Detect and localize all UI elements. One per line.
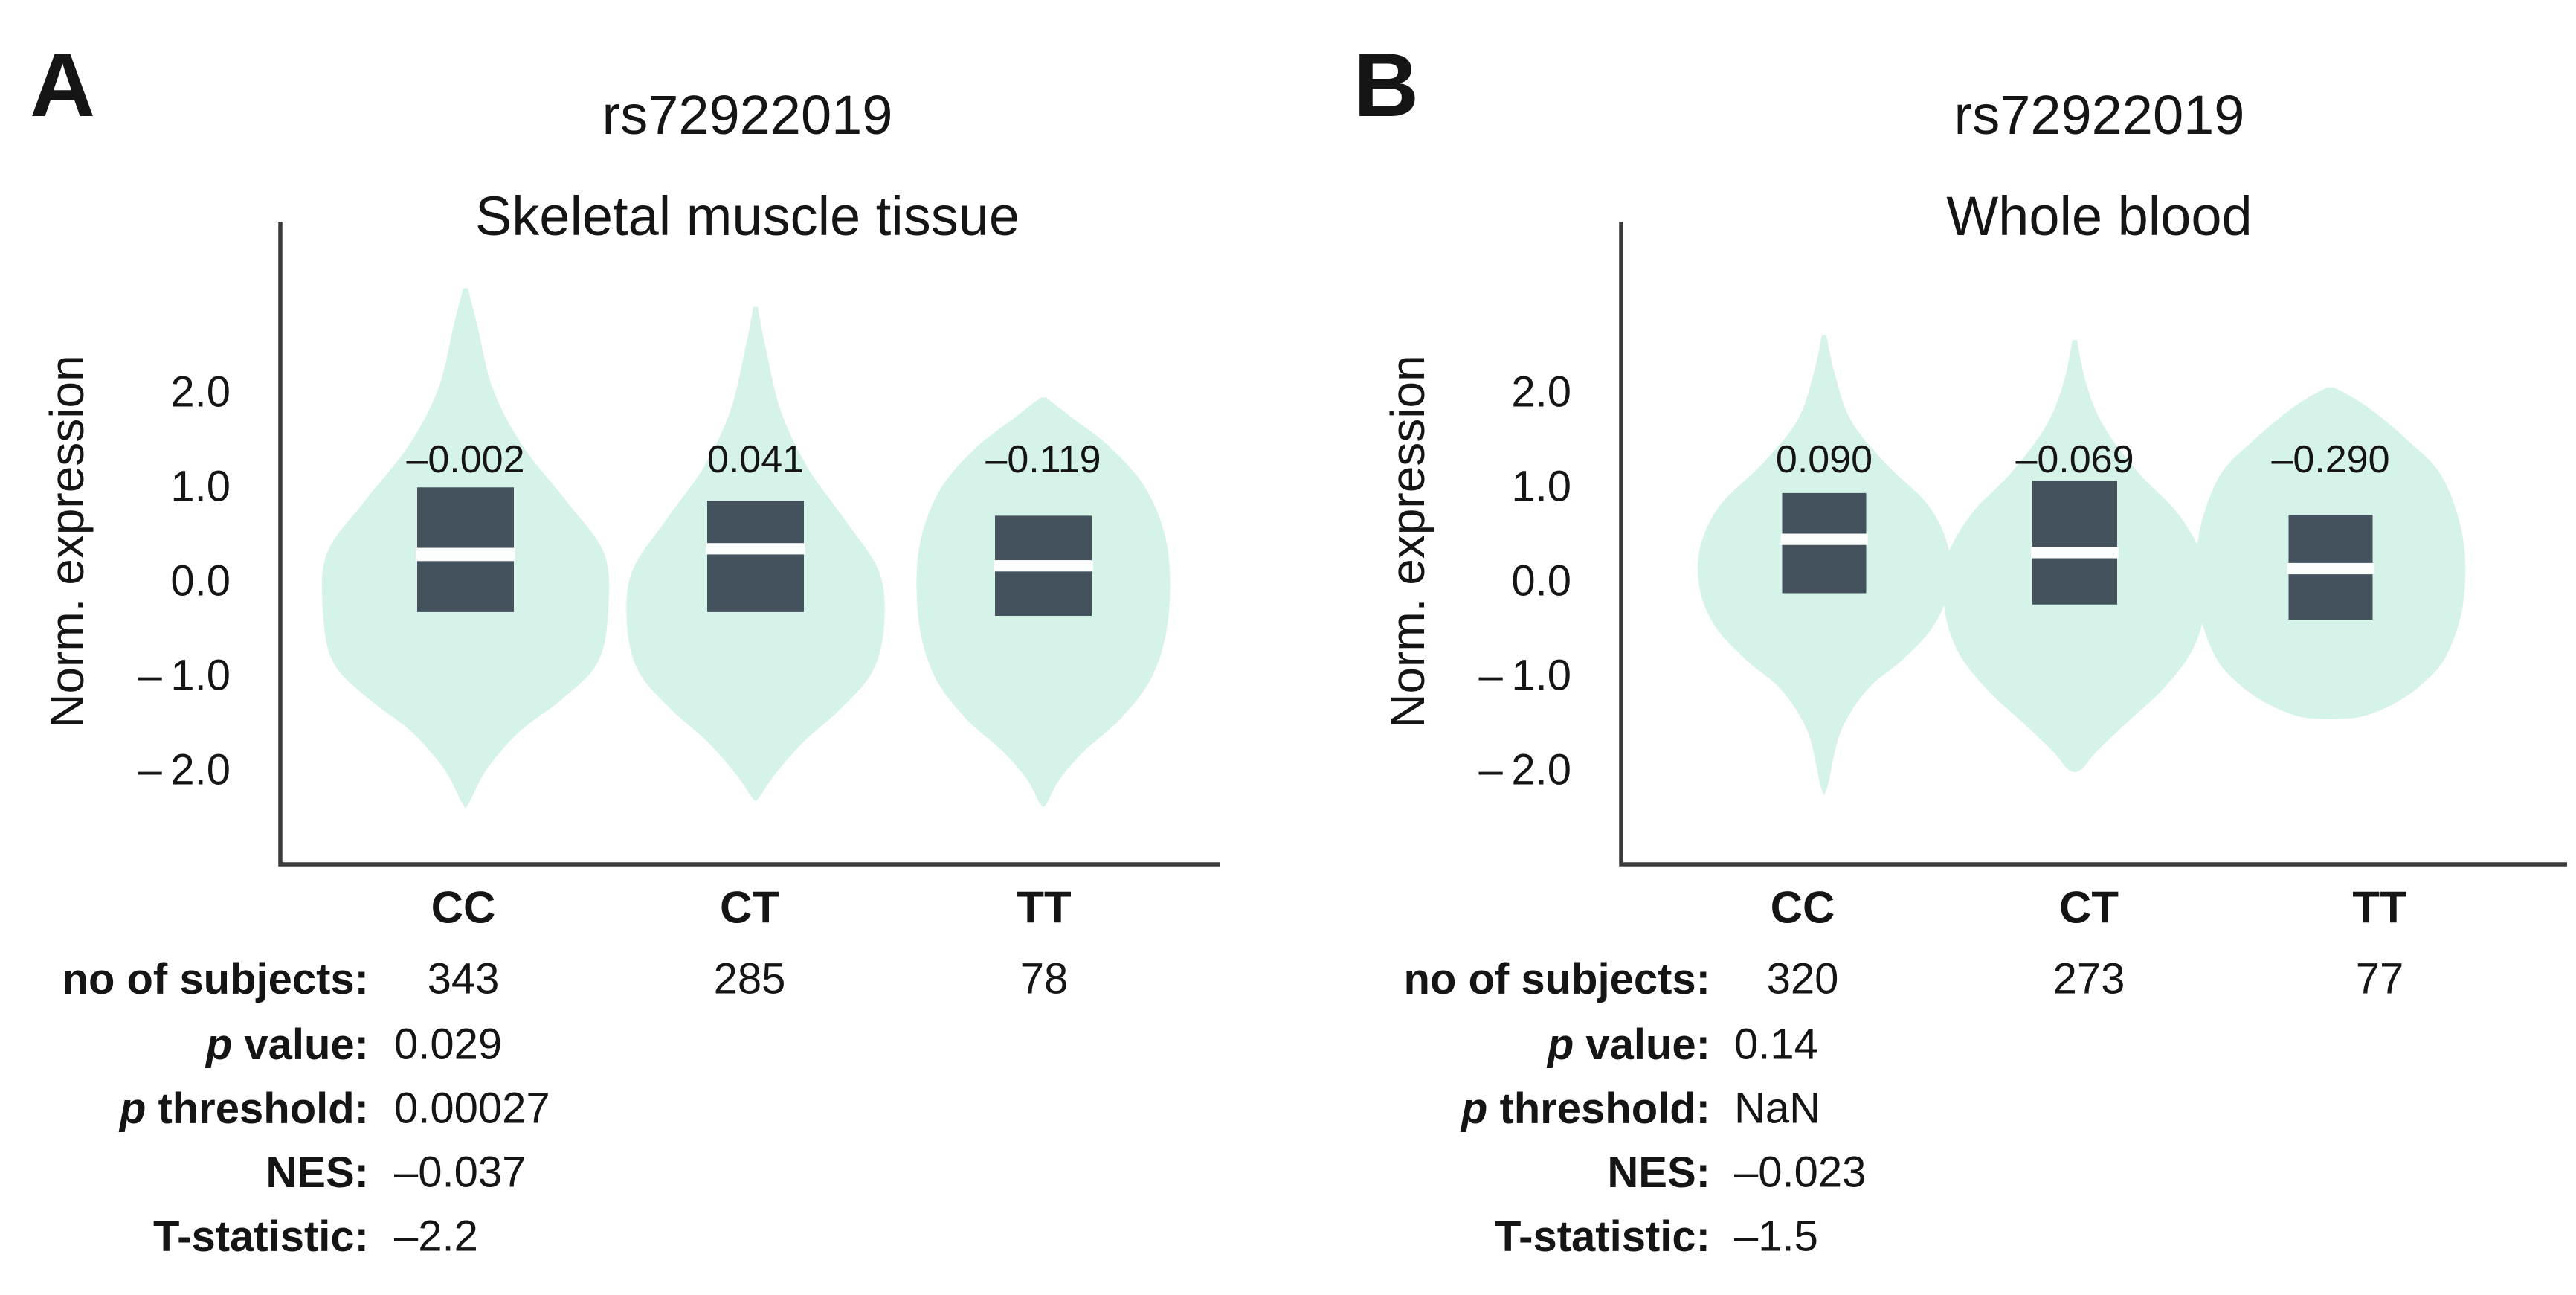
panel-b-ytick-–2.0: – 2.0 xyxy=(1479,746,1572,794)
panel-b-stats-value-t-statistic: –1.5 xyxy=(1734,1212,1818,1261)
panel-a-stats-label-nes: NES: xyxy=(265,1148,369,1197)
panel-a-genotype-label-cc: CC xyxy=(431,883,496,933)
panel-a-subjects-count-tt: 78 xyxy=(1020,955,1069,1003)
panel-a-ytick-–2.0: – 2.0 xyxy=(138,746,231,794)
panel-b-box-ct xyxy=(2032,481,2117,605)
panel-b-stats-value-p-value: 0.14 xyxy=(1734,1021,1818,1069)
panel-b-title: rs72922019 xyxy=(1954,84,2245,146)
panel-b-median-band-tt xyxy=(2287,562,2374,575)
panel-a-subtitle: Skeletal muscle tissue xyxy=(475,185,1020,247)
panel-a-ytick-–1.0: – 1.0 xyxy=(138,652,231,700)
panel-a-stats-label-p-threshold: p threshold: xyxy=(118,1084,369,1133)
panel-b-stats-label-t-statistic: T-statistic: xyxy=(1495,1212,1710,1261)
panel-a-stats-value-nes: –0.037 xyxy=(394,1148,526,1197)
panel-b-ylabel: Norm. expression xyxy=(1381,355,1434,728)
panel-b-effect-label-cc: 0.090 xyxy=(1776,438,1873,481)
panel-a-stats-label-no-of-subjects: no of subjects: xyxy=(62,955,369,1003)
panel-b-ytick-1.0: 1.0 xyxy=(1511,463,1571,511)
panel-a-median-band-ct xyxy=(706,543,805,555)
panel-a-ylabel: Norm. expression xyxy=(40,355,94,728)
panel-b-subjects-count-cc: 320 xyxy=(1767,955,1839,1003)
panel-b-subtitle: Whole blood xyxy=(1946,185,2252,247)
panel-b-subjects-count-ct: 273 xyxy=(2053,955,2125,1003)
panel-b-effect-label-tt: –0.290 xyxy=(2271,438,2389,481)
panel-a-genotype-label-ct: CT xyxy=(720,883,779,933)
panel-b-subjects-count-tt: 77 xyxy=(2356,955,2404,1003)
panel-a-effect-label-cc: –0.002 xyxy=(406,438,524,481)
panel-a-stats-label-p-value: p value: xyxy=(205,1021,369,1069)
panel-a-stats-value-t-statistic: –2.2 xyxy=(394,1212,478,1261)
panel-a-stats-label-t-statistic: T-statistic: xyxy=(153,1212,369,1261)
panel-a-stats-value-p-threshold: 0.00027 xyxy=(394,1084,550,1133)
panel-b-stats-label-p-value: p value: xyxy=(1546,1021,1710,1069)
panel-b-stats-label-no-of-subjects: no of subjects: xyxy=(1404,955,1710,1003)
panel-a-median-band-tt xyxy=(994,560,1093,572)
panel-a-title: rs72922019 xyxy=(602,84,893,146)
panel-a-ytick-2.0: 2.0 xyxy=(170,368,231,417)
panel-a-subjects-count-cc: 343 xyxy=(428,955,500,1003)
panel-a-effect-label-ct: 0.041 xyxy=(707,438,804,481)
panel-b-median-band-cc xyxy=(1780,533,1868,545)
panel-b-median-band-ct xyxy=(2031,547,2119,559)
panel-a-ytick-1.0: 1.0 xyxy=(170,463,231,511)
panel-b-genotype-label-cc: CC xyxy=(1771,883,1835,933)
panel-a-axes xyxy=(278,222,1220,867)
panel-b-stats-label-p-threshold: p threshold: xyxy=(1460,1084,1710,1133)
panel-a-stats-value-p-value: 0.029 xyxy=(394,1021,502,1069)
panel-b-stats-value-p-threshold: NaN xyxy=(1734,1084,1820,1133)
panel-b-ytick-2.0: 2.0 xyxy=(1511,368,1571,417)
panel-b-genotype-label-tt: TT xyxy=(2352,883,2406,933)
panel-b-stats-value-nes: –0.023 xyxy=(1734,1148,1866,1197)
panel-b-axes xyxy=(1619,222,2567,867)
panel-a-median-band-cc xyxy=(416,547,515,562)
panel-b-genotype-label-ct: CT xyxy=(2059,883,2119,933)
panel-b-ytick-0.0: 0.0 xyxy=(1511,557,1571,605)
panel-a-letter: A xyxy=(30,34,95,135)
panel-b-letter: B xyxy=(1353,34,1419,135)
panel-a-genotype-label-tt: TT xyxy=(1017,883,1071,933)
panel-b-ytick-–1.0: – 1.0 xyxy=(1479,652,1572,700)
panel-a-effect-label-tt: –0.119 xyxy=(985,438,1101,481)
panel-a-box-ct xyxy=(707,501,804,612)
panel-b-stats-label-nes: NES: xyxy=(1607,1148,1710,1197)
panel-a-subjects-count-ct: 285 xyxy=(714,955,786,1003)
panel-a-ytick-0.0: 0.0 xyxy=(170,557,231,605)
panel-b-effect-label-ct: –0.069 xyxy=(2015,438,2134,481)
